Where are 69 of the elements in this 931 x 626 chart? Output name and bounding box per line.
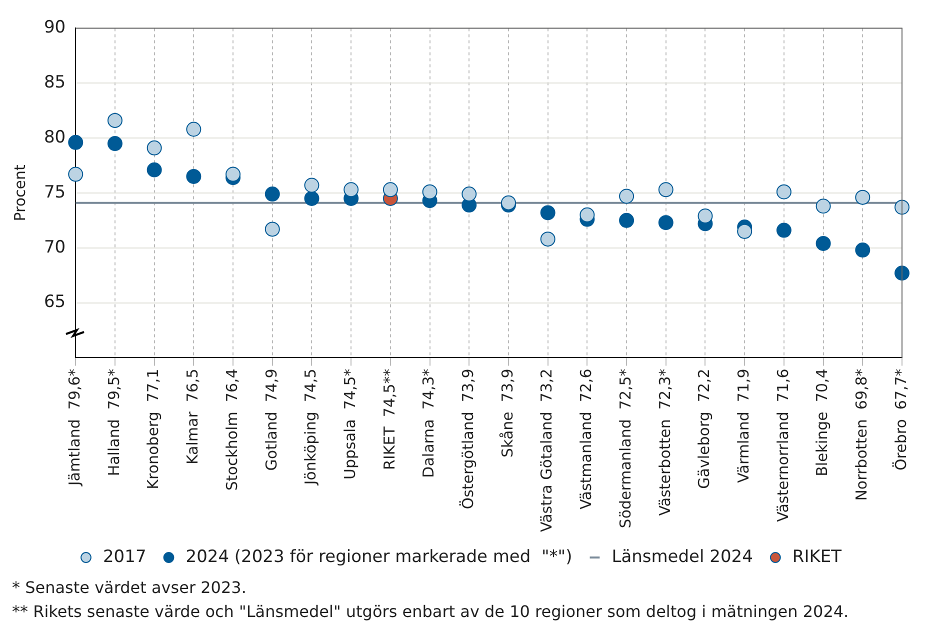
x-tick-label: Kronoberg 77,1 xyxy=(144,368,162,490)
point xyxy=(422,184,438,200)
x-tick-label: Norrbotten 69,8* xyxy=(852,368,871,501)
y-tick-label: 75 xyxy=(44,182,66,202)
x-tick-label: Dalarna 74,3* xyxy=(420,368,438,478)
point xyxy=(382,182,398,198)
y-tick-label: 90 xyxy=(44,18,66,38)
x-tick-label: RIKET 74,5** xyxy=(380,368,398,470)
x-tick-label: Värmland 71,9 xyxy=(734,368,752,483)
point xyxy=(540,232,556,247)
x-tick-label: Västerbotten 72,3* xyxy=(656,368,674,516)
point xyxy=(816,236,831,251)
point xyxy=(816,198,831,214)
point xyxy=(304,190,320,206)
x-tick-label: Skåne 73,9 xyxy=(498,368,516,458)
point xyxy=(107,136,122,152)
y-tick-label: 65 xyxy=(44,292,66,312)
point xyxy=(540,205,556,220)
point xyxy=(619,212,634,228)
point xyxy=(698,208,713,224)
point xyxy=(146,162,162,178)
point xyxy=(68,166,84,182)
point xyxy=(304,178,320,193)
legend-label: Länsmedel 2024 xyxy=(612,546,753,567)
x-tick-label: Gotland 74,9 xyxy=(262,368,280,471)
x-tick-label: Blekinge 70,4 xyxy=(813,368,832,476)
y-tick-label: 85 xyxy=(44,72,66,93)
x-tick-label: Halland 79,5* xyxy=(104,368,123,476)
x-tick-label: Kalmar 76,5 xyxy=(184,368,202,465)
x-tick-label: Västernorrland 71,6 xyxy=(774,368,792,522)
x-tick-label: Södermanland 72,5* xyxy=(616,368,634,528)
x-tick-label: Stockholm 76,4 xyxy=(222,368,241,491)
x-tick-label: Västra Götaland 73,2 xyxy=(538,368,556,532)
x-tick-label: Jämtland 79,6* xyxy=(66,368,84,487)
x-tick-label: Östergötland 73,9 xyxy=(459,368,478,510)
legend-label: 2024 (2023 för regioner markerade med "*") xyxy=(186,546,572,567)
legend-label: RIKET xyxy=(792,546,842,567)
point xyxy=(894,266,910,281)
point xyxy=(68,134,84,150)
y-tick-label: 80 xyxy=(44,127,66,148)
x-tick-label: Uppsala 74,5* xyxy=(340,368,359,480)
point xyxy=(894,200,910,215)
point xyxy=(855,242,870,258)
x-tick-label: Örebro 67,7* xyxy=(892,368,910,471)
point xyxy=(658,182,674,198)
legend-label: 2017 xyxy=(102,546,146,567)
point xyxy=(658,215,674,230)
point xyxy=(146,140,162,156)
point xyxy=(855,190,870,205)
point xyxy=(107,112,122,128)
point xyxy=(264,222,280,237)
x-tick-label: Västmanland 72,6 xyxy=(577,368,596,510)
text: * Senaste värdet avser 2023. xyxy=(11,577,248,599)
point xyxy=(776,222,792,238)
point xyxy=(264,186,280,202)
point xyxy=(737,224,752,239)
point xyxy=(226,166,241,182)
point xyxy=(580,207,595,222)
point xyxy=(619,188,634,204)
point xyxy=(344,182,359,198)
point xyxy=(776,184,792,200)
point xyxy=(186,168,202,184)
point xyxy=(186,122,202,137)
text: ** Rikets senaste värde och "Länsmedel" utgörs enbart av de 10 regioner som deltog i mätningen 2024. xyxy=(11,601,850,623)
y-tick-label: 70 xyxy=(44,237,66,258)
x-tick-label: Jönköping 74,5 xyxy=(302,368,320,486)
y-axis-title: Procent xyxy=(10,164,29,222)
x-tick-label: Gävleborg 72,2 xyxy=(695,368,714,489)
point xyxy=(462,186,477,202)
